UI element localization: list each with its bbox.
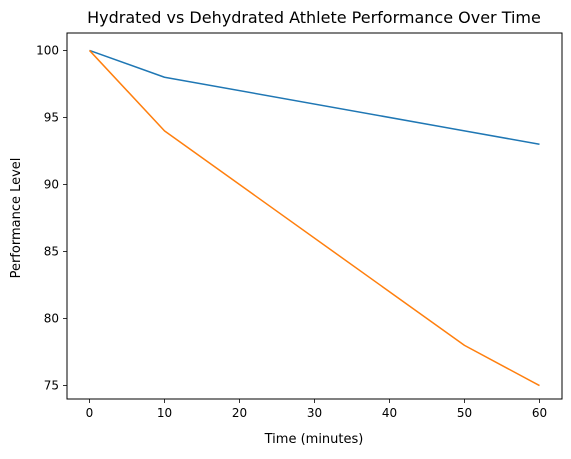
y-tick-label: 95 bbox=[44, 110, 59, 124]
x-tick-label: 60 bbox=[532, 406, 547, 420]
x-tick-label: 50 bbox=[457, 406, 472, 420]
x-tick-label: 20 bbox=[232, 406, 247, 420]
y-tick-label: 85 bbox=[44, 245, 59, 259]
x-axis-label: Time (minutes) bbox=[264, 432, 364, 447]
plot-lines bbox=[88, 49, 540, 387]
chart-title: Hydrated vs Dehydrated Athlete Performan… bbox=[87, 8, 541, 27]
y-tick-label: 90 bbox=[44, 177, 59, 191]
x-tick-label: 10 bbox=[157, 406, 172, 420]
x-axis-ticks: 0 10 20 30 40 50 60 bbox=[86, 399, 547, 420]
x-tick-label: 40 bbox=[382, 406, 397, 420]
y-axis-label: Performance Level bbox=[9, 158, 24, 279]
x-tick-label: 0 bbox=[86, 406, 94, 420]
y-tick-label: 75 bbox=[44, 379, 59, 393]
series-line-2 bbox=[88, 49, 540, 387]
y-tick-label: 100 bbox=[36, 43, 59, 57]
plot-frame bbox=[66, 32, 563, 400]
series-line-1 bbox=[89, 49, 540, 146]
y-axis-ticks: 75 80 85 90 95 100 bbox=[36, 43, 67, 393]
y-tick-label: 80 bbox=[44, 312, 59, 326]
x-tick-label: 30 bbox=[307, 406, 322, 420]
